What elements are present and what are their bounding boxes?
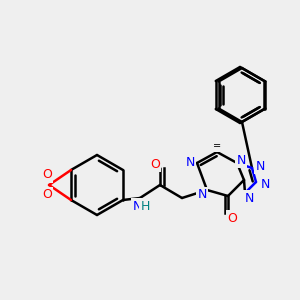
Text: O: O — [227, 212, 237, 224]
Text: N: N — [132, 200, 142, 212]
Text: O: O — [42, 169, 52, 182]
Text: N: N — [260, 178, 270, 190]
Text: N: N — [255, 160, 265, 172]
Text: N: N — [197, 188, 207, 202]
Text: N: N — [244, 191, 254, 205]
Text: N: N — [236, 154, 246, 166]
Text: N: N — [185, 157, 195, 169]
Text: O: O — [150, 158, 160, 170]
Text: H: H — [140, 200, 150, 212]
Text: =: = — [213, 141, 221, 151]
Text: O: O — [42, 188, 52, 202]
